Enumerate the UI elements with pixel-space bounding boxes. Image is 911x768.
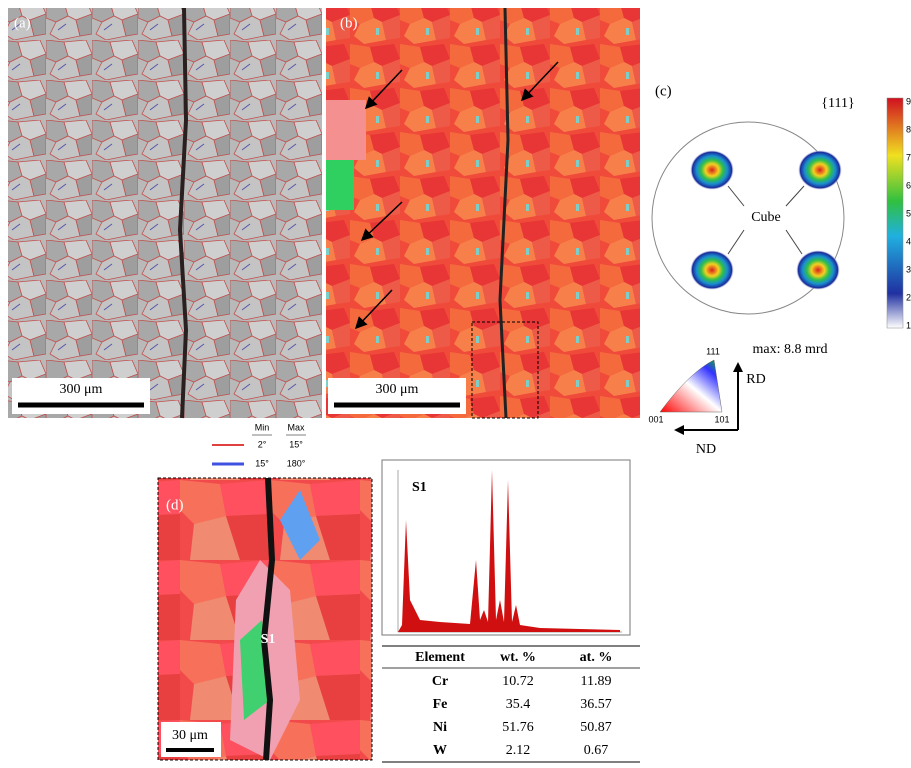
panel-a: (a) 300 μm bbox=[8, 8, 322, 418]
panel-d: (d) S1 30 μm bbox=[158, 478, 372, 760]
scale-bar-label: 300 μm bbox=[376, 382, 419, 397]
table-header: at. % bbox=[580, 650, 613, 665]
legend-value: 15° bbox=[255, 458, 269, 468]
panel-label: (d) bbox=[166, 497, 184, 513]
legend-value: 180° bbox=[287, 458, 306, 468]
pole-label: {111} bbox=[821, 96, 854, 111]
table-cell: 2.12 bbox=[506, 743, 531, 758]
table-cell: 51.76 bbox=[502, 720, 534, 735]
panel-label: (c) bbox=[655, 83, 672, 99]
table-header: wt. % bbox=[500, 650, 536, 665]
colorbar-tick-label: 8 bbox=[906, 124, 911, 134]
legend-header: Max bbox=[287, 422, 305, 432]
table-cell: Cr bbox=[432, 674, 448, 689]
ipf-corner: 001 bbox=[648, 414, 663, 424]
legend-header: Min bbox=[255, 422, 270, 432]
table-cell: Ni bbox=[433, 720, 447, 735]
boundary-legend: Min Max 2° 15° 15° 180° bbox=[212, 422, 306, 468]
axis-label: RD bbox=[746, 372, 765, 387]
panel-c: (c) {111} Cube max: 8.8 mrd 1 2 3 4 5 6 7 8 9 bbox=[652, 83, 911, 357]
scale-bar-label: 30 μm bbox=[172, 728, 208, 743]
colorbar-tick-label: 1 bbox=[906, 320, 911, 330]
table-cell: 0.67 bbox=[584, 743, 609, 758]
table-cell: 36.57 bbox=[580, 697, 612, 712]
legend-value: 15° bbox=[289, 439, 303, 449]
figure: (a) 300 μm (b) 300 μm (c) {111} Cube max… bbox=[0, 0, 911, 763]
table-cell: Fe bbox=[433, 697, 448, 712]
colorbar-tick-label: 2 bbox=[906, 292, 911, 302]
eds-table: Element wt. % at. % Cr 10.72 11.89 Fe 35.4 36.57… bbox=[382, 646, 640, 762]
ipf-key: 111 001 101 RD ND bbox=[648, 346, 765, 457]
ipf-corner: 111 bbox=[706, 346, 720, 356]
table-cell: 10.72 bbox=[502, 674, 534, 689]
table-cell: 35.4 bbox=[506, 697, 531, 712]
point-label: S1 bbox=[261, 632, 276, 647]
panel-b: (b) 300 μm bbox=[326, 8, 640, 418]
table-cell: 50.87 bbox=[580, 720, 612, 735]
panel-label: (a) bbox=[14, 15, 31, 31]
texture-label: Cube bbox=[751, 210, 781, 225]
colorbar-tick-label: 7 bbox=[906, 152, 911, 162]
eds-spectrum: S1 bbox=[382, 460, 630, 635]
scale-bar-label: 300 μm bbox=[60, 382, 103, 397]
axis-label: ND bbox=[696, 442, 716, 457]
colorbar-tick-label: 3 bbox=[906, 264, 911, 274]
max-label: max: 8.8 mrd bbox=[752, 342, 827, 357]
spectrum-label: S1 bbox=[412, 480, 427, 495]
colorbar-tick-label: 9 bbox=[906, 96, 911, 106]
panel-label: (b) bbox=[340, 15, 358, 31]
table-cell: 11.89 bbox=[581, 674, 612, 689]
colorbar-tick-label: 6 bbox=[906, 180, 911, 190]
colorbar-tick-label: 4 bbox=[906, 236, 911, 246]
table-cell: W bbox=[433, 743, 447, 758]
ipf-corner: 101 bbox=[714, 414, 729, 424]
legend-value: 2° bbox=[258, 439, 267, 449]
colorbar-tick-label: 5 bbox=[906, 208, 911, 218]
table-header: Element bbox=[415, 650, 465, 665]
